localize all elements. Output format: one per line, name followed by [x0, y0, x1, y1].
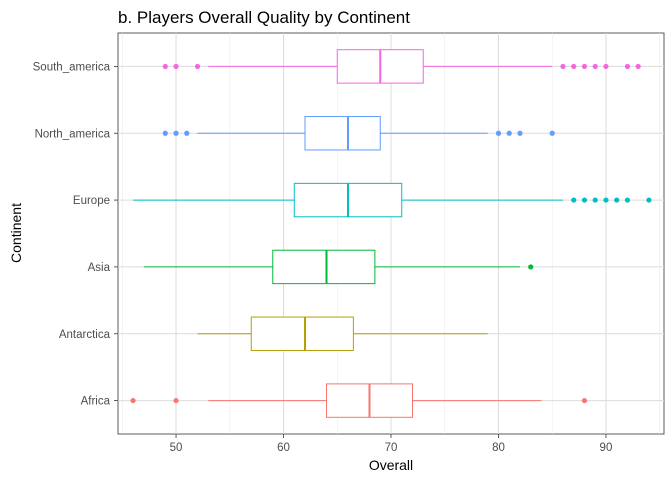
outlier-point [571, 63, 577, 70]
x-tick-label: 90 [600, 442, 613, 454]
y-tick-label: Europe [73, 195, 110, 207]
box-asia [143, 249, 534, 285]
outlier-point [162, 63, 168, 70]
outlier-point [173, 63, 179, 70]
iqr-box [272, 249, 376, 285]
chart-title: b. Players Overall Quality by Continent [118, 8, 410, 27]
outlier-point [173, 397, 179, 404]
x-tick-label: 50 [170, 442, 183, 454]
outlier-point [173, 130, 179, 136]
outlier-point [614, 197, 620, 203]
y-tick-label: North_america [35, 128, 111, 140]
box-antarctica [197, 316, 488, 351]
outlier-point [603, 63, 609, 70]
x-tick-label: 60 [277, 442, 290, 454]
y-tick-label: Africa [81, 396, 111, 408]
outlier-point [581, 63, 588, 70]
outlier-point [624, 63, 631, 70]
x-axis-title: Overall [369, 457, 413, 473]
y-tick-label: Asia [88, 262, 111, 274]
outlier-point [646, 197, 652, 203]
box-africa [130, 383, 588, 418]
outlier-point [517, 130, 523, 136]
outlier-point [635, 63, 641, 70]
outlier-point [592, 63, 598, 70]
outlier-point [162, 130, 168, 136]
outlier-point [506, 130, 512, 136]
outlier-point [560, 63, 566, 70]
outlier-point [528, 264, 534, 270]
outlier-point [130, 397, 136, 404]
boxes [130, 49, 652, 418]
outlier-point [184, 130, 190, 136]
outlier-point [592, 197, 598, 203]
box-south-america [162, 49, 641, 84]
outlier-point [581, 397, 588, 404]
outlier-point [549, 130, 555, 136]
y-axis-ticks: Africa Antarctica Asia Europe North_america S… [33, 61, 118, 408]
outlier-point [624, 197, 631, 203]
outlier-point [581, 197, 588, 203]
x-tick-label: 70 [385, 442, 398, 454]
y-tick-label: South_america [33, 61, 111, 73]
box-north-america [162, 116, 555, 151]
y-tick-label: Antarctica [59, 329, 111, 341]
outlier-point [603, 197, 609, 203]
outlier-point [495, 130, 502, 136]
box-europe [133, 182, 652, 218]
iqr-box [250, 316, 354, 351]
x-tick-label: 80 [492, 442, 505, 454]
iqr-box [304, 116, 381, 151]
outlier-point [194, 63, 201, 70]
outlier-point [571, 197, 577, 203]
x-axis-ticks: 50 60 70 80 90 [170, 434, 613, 454]
y-axis-title: Continent [8, 203, 24, 263]
